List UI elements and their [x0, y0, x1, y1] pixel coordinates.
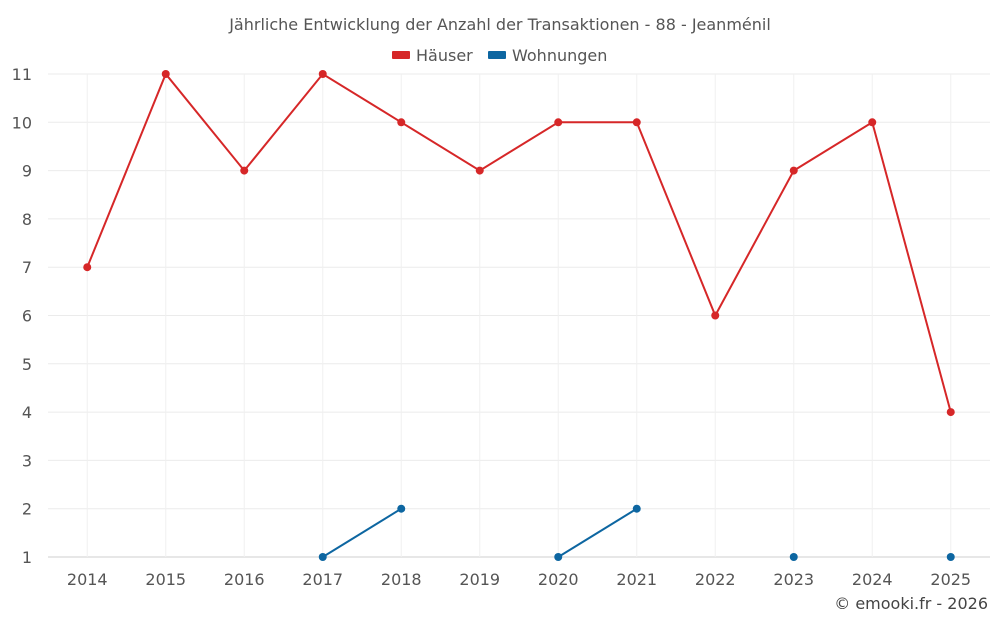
data-point[interactable]: [318, 70, 327, 78]
x-tick-label: 2016: [224, 570, 265, 589]
legend-label: Häuser: [416, 46, 473, 65]
x-tick-label: 2021: [616, 570, 657, 589]
data-point[interactable]: [554, 118, 563, 127]
legend-swatch: [488, 51, 506, 59]
y-tick-label: 6: [22, 307, 32, 326]
grid: [48, 73, 990, 558]
legend-item-häuser[interactable]: Häuser: [392, 46, 473, 65]
data-point[interactable]: [711, 311, 720, 320]
series-line: [86, 72, 952, 413]
x-tick-label: 2024: [852, 570, 893, 589]
y-tick-label: 9: [22, 162, 32, 181]
legend-item-wohnungen[interactable]: Wohnungen: [488, 46, 607, 65]
data-point[interactable]: [161, 70, 170, 78]
y-tick-label: 11: [12, 65, 32, 84]
series-wohnungen: [318, 504, 955, 561]
data-point[interactable]: [397, 504, 406, 513]
data-point[interactable]: [554, 553, 563, 561]
series-line: [557, 507, 638, 558]
data-point[interactable]: [240, 166, 249, 175]
y-axis: 1 2 3 4 5 6 7 8 9 10 11: [12, 65, 32, 567]
series-layer: [83, 70, 955, 561]
data-point[interactable]: [946, 408, 955, 417]
data-point[interactable]: [946, 553, 955, 561]
y-tick-label: 7: [22, 258, 32, 277]
data-point[interactable]: [83, 263, 92, 272]
data-point[interactable]: [789, 553, 798, 561]
data-point[interactable]: [789, 166, 798, 175]
x-tick-label: 2022: [695, 570, 736, 589]
x-tick-label: 2019: [459, 570, 500, 589]
y-tick-label: 8: [22, 210, 32, 229]
data-point[interactable]: [397, 118, 406, 127]
x-tick-label: 2015: [145, 570, 186, 589]
x-tick-label: 2020: [538, 570, 579, 589]
data-point[interactable]: [632, 118, 641, 127]
legend[interactable]: Häuser Wohnungen: [392, 46, 607, 65]
series-line: [322, 507, 402, 558]
legend-label: Wohnungen: [512, 46, 607, 65]
series-häuser: [83, 70, 955, 417]
y-tick-label: 4: [22, 403, 32, 422]
x-tick-label: 2018: [381, 570, 422, 589]
legend-swatch: [392, 51, 410, 59]
data-point[interactable]: [475, 166, 484, 175]
x-tick-label: 2017: [302, 570, 343, 589]
data-point[interactable]: [632, 504, 641, 513]
credit-text: © emooki.fr - 2026: [834, 594, 988, 613]
chart-title: Jährliche Entwicklung der Anzahl der Tra…: [228, 15, 771, 34]
y-tick-label: 1: [22, 548, 32, 567]
y-tick-label: 5: [22, 355, 32, 374]
y-tick-label: 2: [22, 500, 32, 519]
x-tick-label: 2014: [67, 570, 108, 589]
data-point[interactable]: [868, 118, 877, 127]
y-tick-label: 10: [12, 113, 32, 132]
x-tick-label: 2025: [930, 570, 971, 589]
x-tick-label: 2023: [773, 570, 814, 589]
x-axis: 2014 2015 2016 2017 2018 2019 2020 2021 2022 2023…: [67, 570, 971, 589]
data-point[interactable]: [318, 553, 327, 561]
y-tick-label: 3: [22, 451, 32, 470]
